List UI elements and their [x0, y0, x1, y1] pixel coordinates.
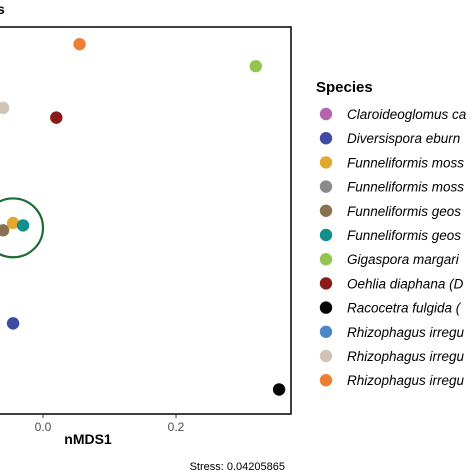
y-axis-title-fragment: s	[0, 1, 5, 17]
x-axis-title: nMDS1	[64, 431, 112, 447]
legend-label-8: Racocetra fulgida (	[347, 301, 462, 316]
legend-key-1	[319, 132, 333, 145]
data-point-4	[0, 224, 10, 237]
legend-label-1: Diversispora eburn	[347, 131, 460, 146]
legend-label-6: Gigaspora margari	[347, 252, 460, 267]
legend-key-0	[319, 107, 333, 121]
data-point-10	[0, 101, 10, 115]
legend-label-10: Rhizophagus irregu	[347, 349, 465, 364]
legend-label-5: Funneliformis geos	[347, 228, 461, 243]
data-point-8	[272, 383, 286, 396]
legend-key-7	[319, 277, 333, 290]
stress-annotation: Stress: 0.04205865	[190, 461, 285, 473]
legend-key-3	[319, 180, 333, 193]
legend-key-5	[319, 228, 333, 242]
legend: Species Claroideoglomus ca Diversispora e…	[316, 79, 467, 388]
legend-label-2: Funneliformis moss	[347, 155, 464, 170]
legend-label-0: Claroideoglomus ca	[347, 107, 467, 122]
legend-label-4: Funneliformis geos	[347, 204, 461, 219]
legend-key-8	[319, 301, 333, 314]
legend-label-11: Rhizophagus irregu	[347, 373, 465, 388]
data-point-7	[50, 111, 63, 124]
data-point-11	[73, 37, 86, 51]
legend-key-9	[319, 325, 333, 338]
legend-key-11	[319, 374, 333, 387]
data-point-6	[249, 59, 262, 73]
data-point-5	[16, 219, 30, 232]
legend-key-10	[319, 349, 333, 363]
legend-title: Species	[316, 79, 373, 96]
plot-area: 0.0 0.2	[0, 26, 292, 434]
legend-key-4	[319, 204, 333, 217]
x-tick-label: 0.2	[168, 420, 185, 434]
legend-key-2	[319, 156, 333, 169]
x-tick-label: 0.0	[35, 420, 52, 434]
legend-label-3: Funneliformis moss	[347, 180, 464, 195]
cluster-ellipse	[0, 197, 45, 259]
data-point-2	[6, 216, 20, 230]
legend-key-6	[319, 253, 333, 266]
plot-border	[0, 26, 292, 415]
legend-label-7: Oehlia diaphana (D	[347, 276, 464, 291]
legend-label-9: Rhizophagus irregu	[347, 325, 465, 340]
data-point-1	[6, 317, 20, 330]
